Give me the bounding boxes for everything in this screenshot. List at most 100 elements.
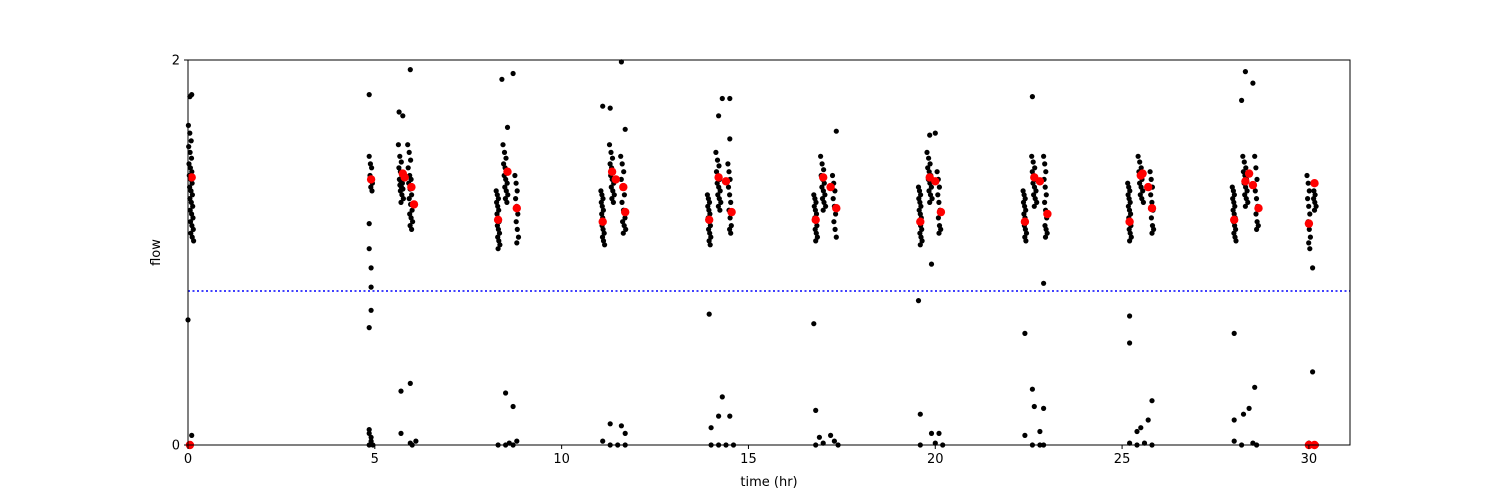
data-point: [409, 226, 415, 232]
data-point: [396, 165, 402, 171]
data-point: [367, 161, 373, 167]
data-point: [513, 219, 519, 225]
data-point: [187, 165, 193, 171]
data-point: [189, 92, 195, 98]
data-point: [618, 423, 625, 429]
data-point: [820, 440, 826, 446]
data-point: [514, 240, 520, 246]
data-point: [513, 180, 519, 186]
data-point: [189, 180, 195, 186]
data-point: [1021, 211, 1027, 217]
data-point: [706, 311, 712, 317]
highlighted-point: [811, 215, 820, 224]
data-point: [1141, 440, 1148, 446]
data-point: [1306, 226, 1312, 232]
data-point: [366, 153, 372, 159]
data-point: [823, 203, 829, 209]
data-point: [1311, 207, 1318, 213]
data-point: [1254, 226, 1260, 232]
data-point: [493, 188, 499, 194]
data-point: [1029, 153, 1035, 159]
data-point: [917, 242, 923, 248]
data-point: [1030, 180, 1036, 186]
data-point: [499, 76, 505, 82]
data-point: [1307, 234, 1313, 240]
data-point: [395, 142, 401, 148]
data-point: [496, 230, 503, 236]
data-point: [1149, 230, 1155, 236]
data-point: [830, 196, 836, 202]
data-point: [621, 192, 628, 198]
data-point: [1020, 188, 1026, 194]
data-point: [618, 153, 624, 159]
data-point: [1128, 211, 1134, 217]
data-point: [707, 230, 713, 236]
data-point: [813, 230, 819, 236]
data-point: [927, 161, 933, 167]
data-point: [188, 138, 194, 144]
highlighted-point: [1138, 169, 1147, 178]
data-point: [406, 149, 412, 155]
data-point: [1029, 94, 1035, 100]
highlighted-point: [1020, 217, 1030, 226]
data-point: [1138, 425, 1144, 431]
data-point: [1043, 169, 1049, 175]
data-point: [504, 180, 510, 186]
data-point: [1022, 203, 1028, 209]
data-point: [494, 211, 500, 217]
data-point: [190, 215, 196, 221]
data-point: [1127, 199, 1133, 205]
data-point: [1140, 199, 1146, 205]
data-point: [190, 226, 196, 232]
data-point: [495, 246, 501, 252]
data-point: [407, 67, 413, 73]
data-point: [1042, 199, 1048, 205]
data-point: [1243, 165, 1249, 171]
data-point: [714, 180, 720, 186]
data-point: [514, 188, 520, 194]
highlighted-point: [1125, 217, 1134, 226]
data-point: [727, 136, 733, 142]
data-point: [405, 165, 411, 171]
data-point: [725, 161, 731, 167]
data-point: [366, 430, 372, 436]
data-point: [1231, 330, 1237, 336]
data-point: [926, 188, 932, 194]
data-point: [501, 149, 508, 155]
data-point: [1307, 211, 1313, 217]
data-point: [1031, 203, 1037, 209]
highlighted-point: [705, 215, 714, 224]
data-point: [405, 142, 411, 148]
data-point: [366, 325, 372, 331]
highlighted-point: [727, 207, 736, 217]
y-tick-label: 0: [172, 439, 180, 454]
data-point: [601, 230, 607, 236]
data-point: [397, 188, 403, 194]
data-point: [1305, 196, 1311, 202]
data-point: [188, 155, 195, 161]
data-point: [619, 161, 625, 167]
highlighted-point: [819, 173, 828, 182]
data-point: [398, 159, 404, 165]
data-point: [818, 153, 824, 159]
data-point: [1240, 411, 1247, 417]
data-point: [833, 128, 839, 134]
data-point: [717, 188, 723, 194]
data-point: [1231, 211, 1237, 217]
data-point: [413, 438, 419, 444]
data-point: [514, 438, 520, 444]
data-point: [602, 242, 608, 248]
data-point: [600, 438, 606, 444]
data-point: [1253, 211, 1259, 217]
data-point: [813, 211, 820, 217]
data-point: [408, 176, 414, 182]
data-point: [366, 246, 372, 252]
highlighted-point: [187, 173, 196, 182]
data-point: [1127, 313, 1133, 319]
highlight-layer: [185, 167, 1319, 450]
highlighted-point: [832, 204, 841, 213]
data-point: [1307, 246, 1313, 252]
data-point: [821, 167, 827, 173]
data-point: [1127, 230, 1133, 236]
x-tick-label: 30: [1301, 452, 1318, 467]
